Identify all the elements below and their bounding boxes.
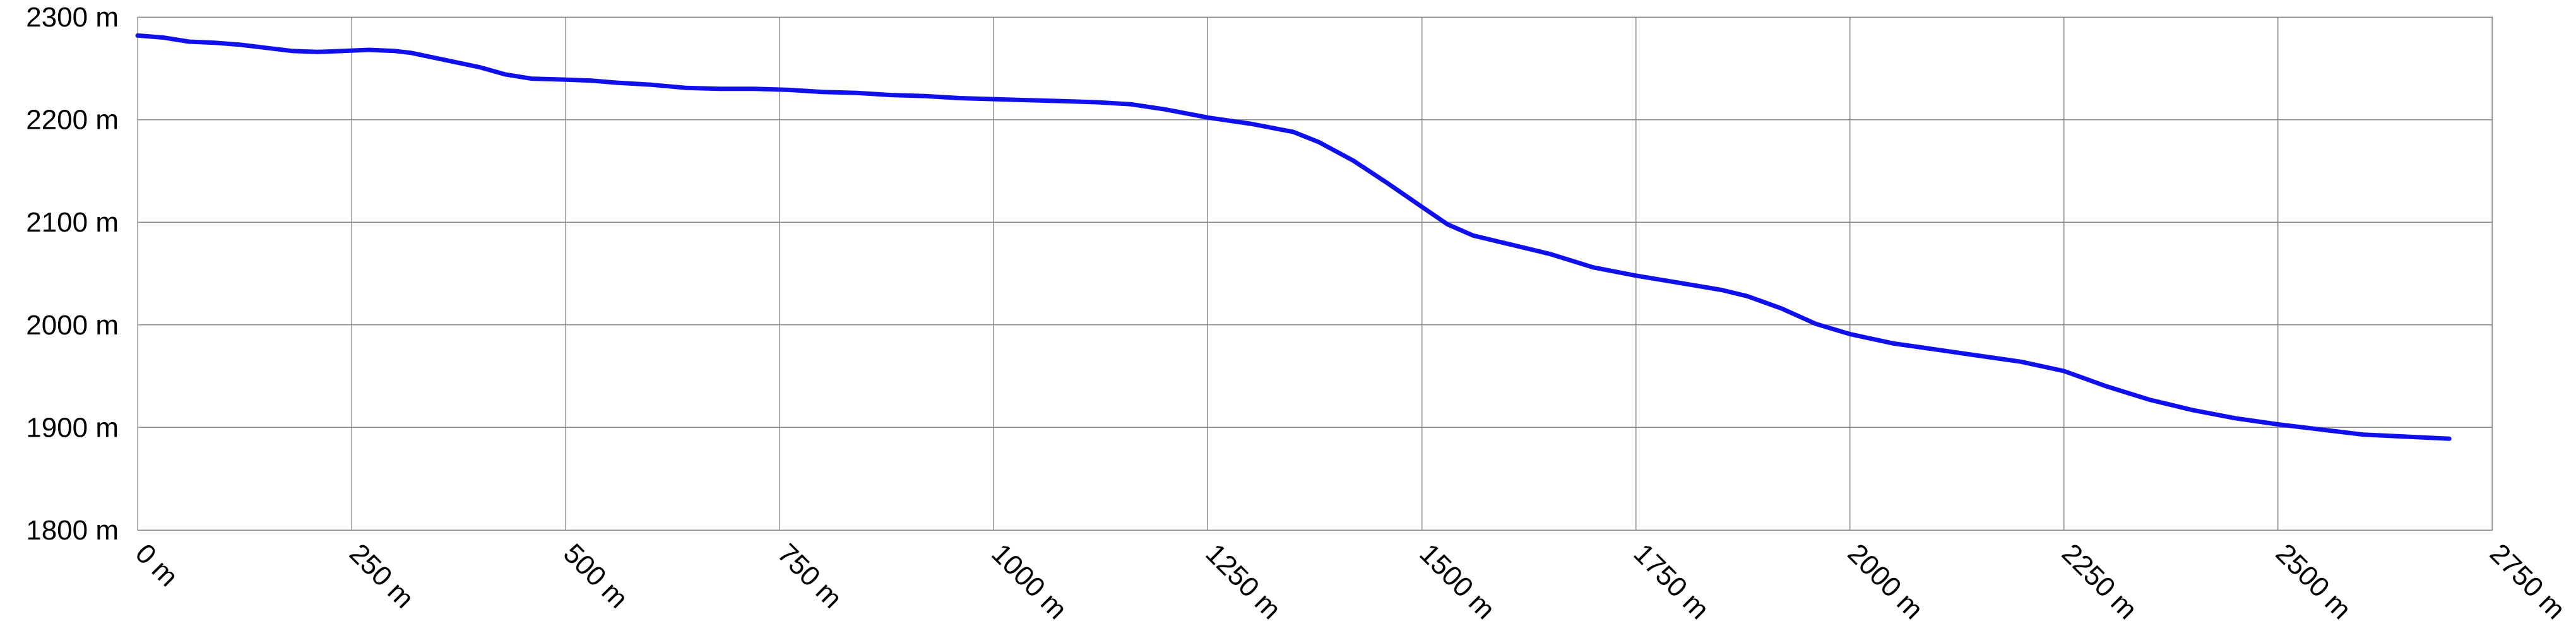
- y-tick-label: 2000 m: [26, 310, 119, 341]
- x-axis-tick-labels: 0 m 250 m 500 m 750 m 1000 m 1250 m 1500 m 1750…: [129, 538, 2571, 625]
- x-tick-label: 1750 m: [1628, 538, 1715, 625]
- x-tick-label: 1250 m: [1199, 538, 1286, 625]
- chart-grid: [137, 16, 2493, 531]
- x-tick-label: 2000 m: [1842, 538, 1929, 625]
- y-tick-label: 2200 m: [26, 105, 119, 136]
- x-tick-label: 1500 m: [1413, 538, 1500, 625]
- x-tick-label: 500 m: [557, 538, 634, 614]
- x-tick-label: 250 m: [343, 538, 420, 614]
- x-tick-label: 1000 m: [985, 538, 1072, 625]
- y-tick-label: 1800 m: [26, 515, 119, 546]
- plot-area-border: [137, 16, 2493, 531]
- x-tick-label: 2250 m: [2056, 538, 2143, 625]
- x-tick-label: 750 m: [771, 538, 848, 614]
- y-tick-label: 2100 m: [26, 207, 119, 238]
- y-axis-tick-labels: 2300 m 2200 m 2100 m 2000 m 1900 m 1800 m: [26, 2, 119, 546]
- x-tick-label: 2500 m: [2270, 538, 2357, 625]
- x-tick-label: 2750 m: [2484, 538, 2571, 625]
- y-tick-label: 1900 m: [26, 412, 119, 443]
- elevation-series-line: [135, 33, 2452, 441]
- x-tick-label: 0 m: [129, 538, 184, 593]
- y-tick-label: 2300 m: [26, 2, 119, 33]
